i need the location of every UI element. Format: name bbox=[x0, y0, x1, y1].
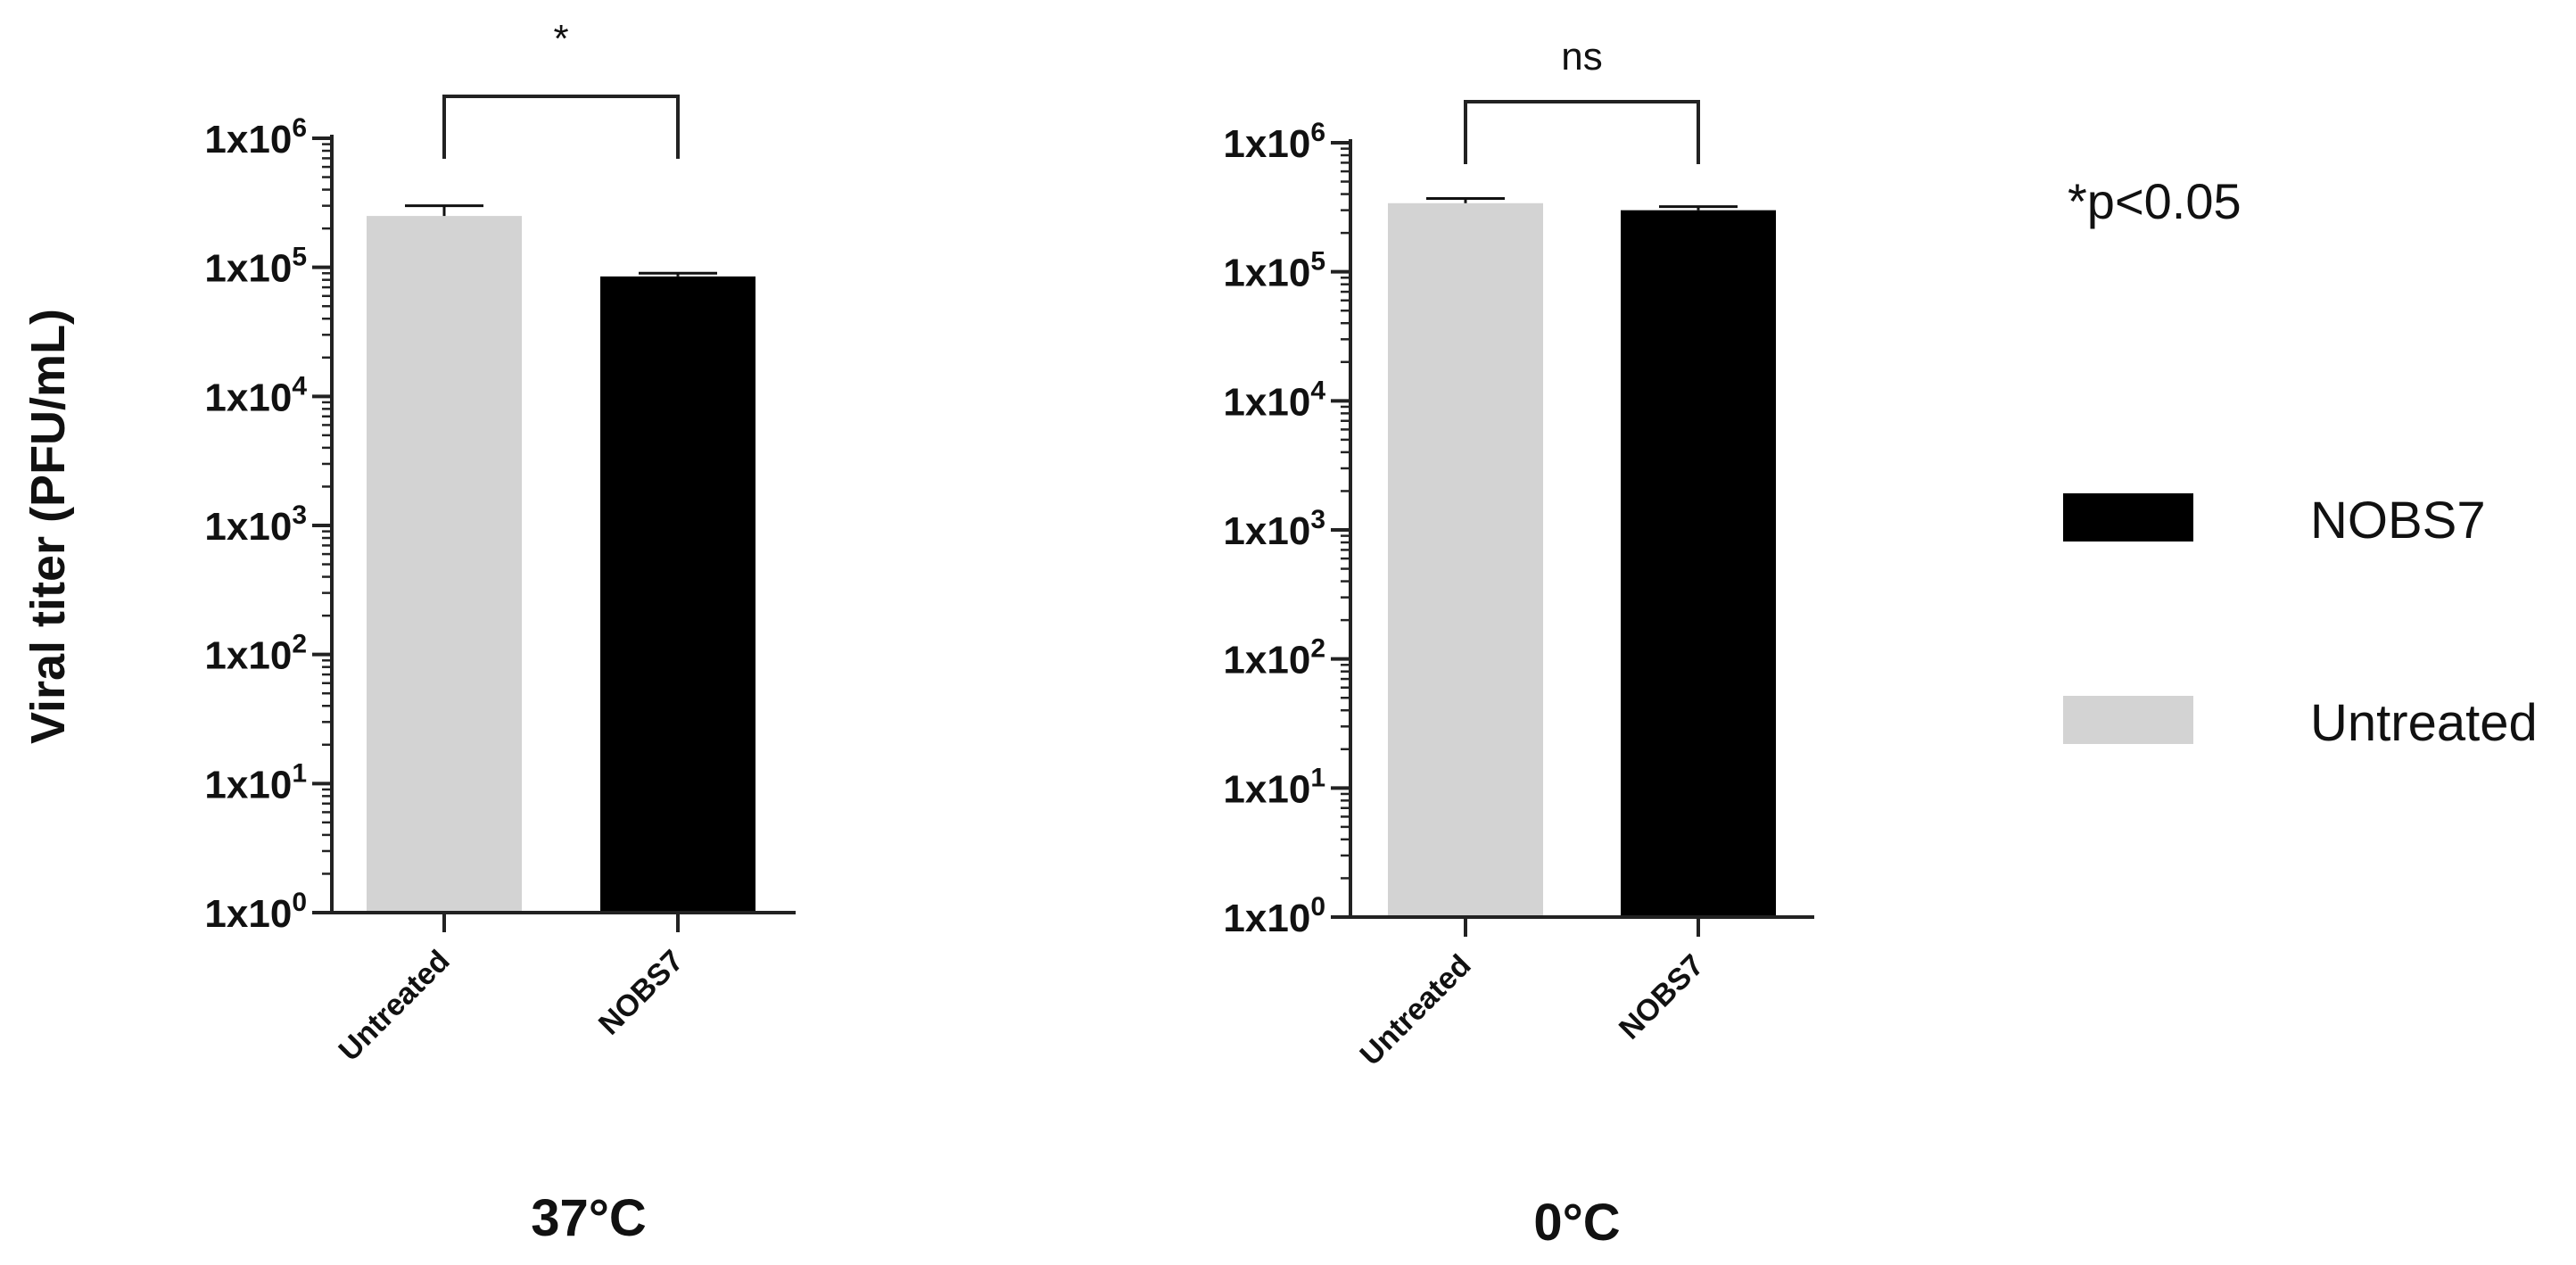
y-tick-label: 1x103 bbox=[1223, 505, 1325, 553]
y-tick-label: 1x105 bbox=[1223, 247, 1325, 295]
y-tick-label: 1x102 bbox=[204, 630, 307, 678]
x-tick-label-nobs7: NOBS7 bbox=[1613, 948, 1711, 1046]
y-tick-label: 1x101 bbox=[204, 758, 307, 806]
y-tick-label: 1x105 bbox=[204, 243, 307, 291]
y-tick-label: 1x100 bbox=[1223, 892, 1325, 940]
y-tick-label: 1x103 bbox=[204, 500, 307, 549]
bar-untreated bbox=[367, 216, 522, 913]
x-tick-label-nobs7: NOBS7 bbox=[592, 944, 690, 1042]
chart-panel-1: 1x100 1x101 1x102 1x103 1x104 1x105 1x106 Untre… bbox=[204, 17, 796, 1247]
x-tick-label-untreated: Untreated bbox=[333, 944, 457, 1068]
bar-nobs7 bbox=[1621, 210, 1776, 917]
significance-label: * bbox=[553, 17, 568, 61]
legend-label-untreated: Untreated bbox=[2310, 694, 2538, 752]
y-axis-label: Viral titer (PFU/mL) bbox=[21, 309, 75, 744]
chart-panel-2: 1x100 1x101 1x102 1x103 1x104 1x105 1x106 Untre… bbox=[1223, 35, 1814, 1252]
bar-untreated bbox=[1388, 203, 1543, 917]
legend-swatch-untreated bbox=[2063, 696, 2193, 744]
legend-label-nobs7: NOBS7 bbox=[2310, 492, 2486, 550]
y-tick-label: 1x102 bbox=[1223, 634, 1325, 682]
y-tick-label: 1x100 bbox=[204, 888, 307, 936]
significance-bracket bbox=[1464, 100, 1700, 164]
y-tick-label: 1x106 bbox=[204, 113, 307, 161]
y-tick-label: 1x104 bbox=[204, 371, 307, 419]
y-tick-label: 1x104 bbox=[1223, 376, 1325, 424]
x-tick-label-untreated: Untreated bbox=[1354, 948, 1478, 1072]
y-tick-label: 1x106 bbox=[1223, 118, 1325, 166]
significance-bracket bbox=[442, 95, 680, 159]
bar-nobs7 bbox=[600, 276, 755, 913]
y-tick-label: 1x101 bbox=[1223, 763, 1325, 811]
p-value-note: *p<0.05 bbox=[2068, 173, 2242, 229]
significance-label: ns bbox=[1561, 35, 1602, 79]
panel-title: 0°C bbox=[1533, 1194, 1620, 1252]
legend-swatch-nobs7 bbox=[2063, 493, 2193, 542]
legend: NOBS7 Untreated bbox=[2063, 492, 2538, 752]
panel-title: 37°C bbox=[531, 1189, 647, 1247]
